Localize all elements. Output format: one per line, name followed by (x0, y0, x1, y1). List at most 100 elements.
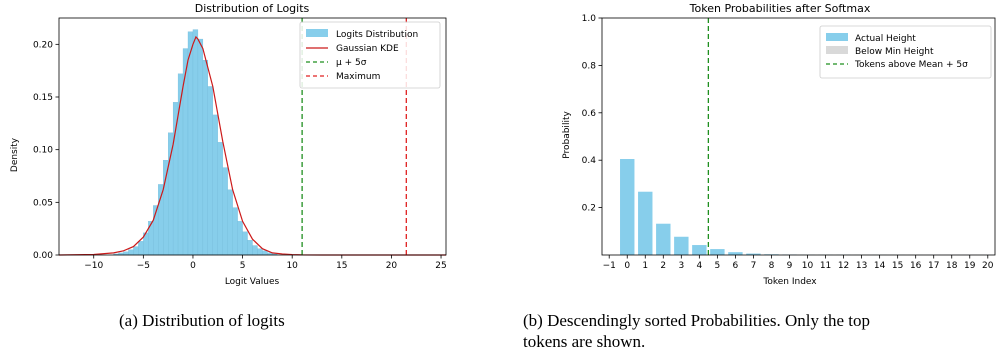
prob-bar (620, 159, 635, 255)
hist-bar (168, 132, 174, 256)
caption-b-line1: (b) Descendingly sorted Probabilities. O… (523, 311, 871, 330)
prob-bar (638, 191, 653, 255)
hist-bar (123, 251, 129, 256)
x-tick-label: 14 (874, 261, 886, 271)
caption-b-line2: tokens are shown. (523, 332, 646, 351)
chart-a-y-axis: 0.00 0.05 0.10 0.15 0.20 (33, 40, 59, 261)
y-tick-label: 0.10 (33, 146, 53, 156)
chart-b-title: Token Probabilities after Softmax (689, 2, 871, 15)
x-tick-label: 15 (892, 261, 903, 271)
hist-bar (197, 38, 204, 256)
hist-bar (192, 29, 199, 256)
chart-a-xlabel: Logit Values (225, 277, 280, 287)
legend-label-actual-height: Actual Height (855, 34, 916, 44)
y-tick-label: 0.8 (582, 61, 597, 71)
x-tick-label: 25 (435, 261, 446, 271)
x-tick-label: 7 (751, 261, 757, 271)
chart-a-legend: Logits Distribution Gaussian KDE μ + 5σ … (299, 21, 441, 89)
x-tick-label: −5 (137, 261, 150, 271)
x-tick-label: 6 (733, 261, 739, 271)
legend-label-maximum: Maximum (336, 72, 380, 82)
x-tick-label: −1 (603, 261, 616, 271)
x-tick-label: 18 (946, 261, 958, 271)
hist-bar (158, 184, 164, 256)
chart-a-x-axis: −10 −5 0 5 10 15 20 25 (84, 255, 447, 271)
x-tick-label: 3 (678, 261, 684, 271)
hist-bar (232, 207, 238, 256)
legend-swatch-actual-height (826, 33, 848, 41)
hist-bar (237, 221, 243, 256)
chart-b-bars (620, 159, 995, 255)
hist-bar (252, 245, 258, 256)
hist-bar (257, 248, 263, 256)
y-tick-label: 0.20 (33, 40, 53, 50)
chart-b-y-axis: 0.2 0.4 0.6 0.8 1.0 (582, 14, 602, 214)
chart-b-frame (601, 17, 996, 256)
x-tick-label: 8 (769, 261, 775, 271)
legend-label-mean5sigma: Tokens above Mean + 5σ (854, 60, 968, 70)
x-tick-label: −10 (84, 261, 103, 271)
prob-bar (746, 253, 761, 255)
hist-bar (128, 249, 134, 256)
x-tick-label: 17 (928, 261, 939, 271)
hist-bar (202, 59, 208, 256)
x-tick-label: 20 (386, 261, 398, 271)
x-tick-label: 5 (240, 261, 246, 271)
x-tick-label: 12 (838, 261, 849, 271)
x-tick-label: 1 (642, 261, 648, 271)
x-tick-label: 0 (190, 261, 196, 271)
chart-b-x-axis: −1 0 1 2 3 4 5 6 7 8 9 10 11 12 13 14 15 16 17 18 19 20 (603, 255, 994, 271)
y-tick-label: 0.4 (582, 156, 597, 166)
hist-bar (222, 167, 228, 256)
hist-bar (247, 240, 253, 256)
prob-bar (674, 236, 689, 255)
prob-bar (656, 223, 671, 255)
prob-bar (692, 245, 707, 255)
chart-a-frame (58, 17, 447, 256)
hist-bar (138, 241, 144, 256)
chart-a-title: Distribution of Logits (195, 2, 310, 15)
legend-label-mu5sigma: μ + 5σ (336, 58, 367, 68)
legend-swatch-logits (306, 29, 328, 37)
hist-bar (212, 114, 218, 256)
y-tick-label: 0.00 (33, 251, 53, 261)
prob-bar (728, 252, 743, 255)
x-tick-label: 10 (286, 261, 298, 271)
hist-bar (133, 246, 139, 256)
legend-label-logits: Logits Distribution (336, 30, 418, 40)
y-tick-label: 0.15 (33, 93, 53, 103)
legend-label-kde: Gaussian KDE (336, 44, 399, 54)
y-tick-label: 0.6 (582, 109, 597, 119)
chart-b-legend-box (819, 25, 992, 79)
hist-bar (163, 160, 169, 256)
caption-b: (b) Descendingly sorted Probabilities. O… (523, 310, 870, 352)
hist-bar (172, 102, 179, 256)
hist-bar (242, 231, 248, 256)
caption-a: (a) Distribution of logits (119, 311, 285, 330)
chart-b-xlabel: Token Index (762, 277, 817, 287)
y-tick-label: 0.05 (33, 198, 53, 208)
chart-a-histogram (113, 29, 278, 256)
chart-b-legend: Actual Height Below Min Height Tokens ab… (819, 25, 992, 79)
x-tick-label: 5 (715, 261, 721, 271)
chart-b-ylabel: Probability (562, 111, 572, 159)
chart-logit-distribution: Distribution of Logits Density Logit Val… (10, 2, 996, 287)
prob-bar (710, 249, 725, 255)
hist-bar (227, 189, 233, 256)
chart-a-legend-box (299, 21, 441, 89)
hist-bar (262, 250, 268, 256)
hist-bar (187, 31, 194, 256)
legend-swatch-below-min (826, 46, 848, 54)
x-tick-label: 11 (820, 261, 831, 271)
y-tick-label: 1.0 (582, 14, 597, 24)
x-tick-label: 20 (982, 261, 994, 271)
x-tick-label: 15 (336, 261, 347, 271)
legend-label-below-min: Below Min Height (855, 47, 934, 57)
hist-bar (217, 142, 223, 256)
x-tick-label: 10 (802, 261, 814, 271)
x-tick-label: 13 (856, 261, 867, 271)
x-tick-label: 4 (696, 261, 702, 271)
x-tick-label: 16 (910, 261, 922, 271)
chart-a-kde-line (58, 35, 446, 256)
y-tick-label: 0.2 (582, 204, 596, 214)
